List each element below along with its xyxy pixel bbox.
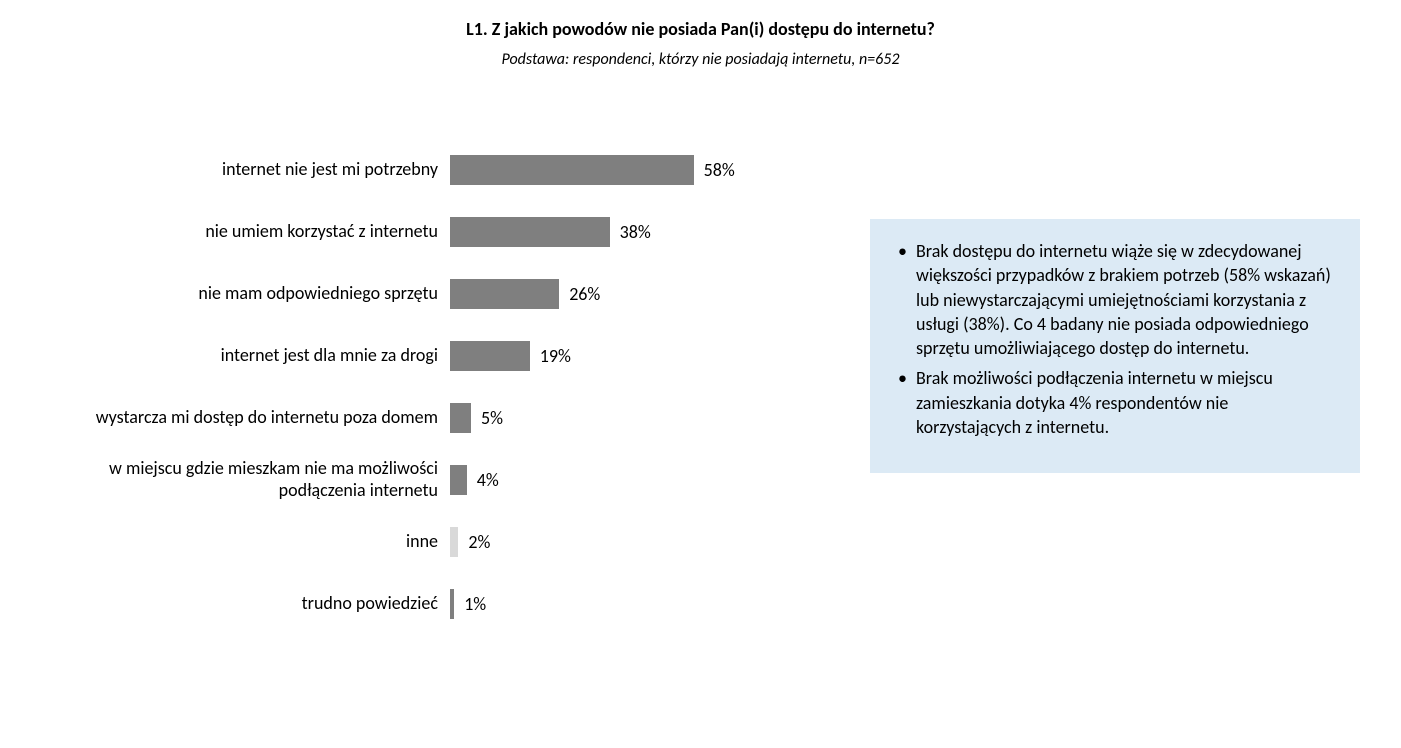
bar bbox=[450, 155, 694, 185]
bar-value: 38% bbox=[620, 221, 651, 243]
bar-value: 1% bbox=[464, 593, 486, 615]
bar bbox=[450, 403, 471, 433]
bar-container: 4% bbox=[450, 465, 810, 495]
commentary-list: Brak dostępu do internetu wiąże się w zd… bbox=[888, 239, 1332, 439]
bar-label: wystarcza mi dostęp do internetu poza do… bbox=[40, 407, 450, 429]
bar-container: 2% bbox=[450, 527, 810, 557]
chart-subtitle: Podstawa: respondenci, którzy nie posiad… bbox=[0, 50, 1401, 69]
bar bbox=[450, 341, 530, 371]
bar-value: 19% bbox=[540, 345, 571, 367]
bar-value: 26% bbox=[569, 283, 600, 305]
bar-row: internet nie jest mi potrzebny 58% bbox=[40, 139, 820, 201]
bar-label: nie umiem korzystać z internetu bbox=[40, 221, 450, 243]
content-area: internet nie jest mi potrzebny 58% nie u… bbox=[0, 69, 1401, 719]
bar bbox=[450, 217, 610, 247]
bar bbox=[450, 527, 458, 557]
commentary-item: Brak możliwości podłączenia internetu w … bbox=[888, 366, 1332, 439]
bar-container: 19% bbox=[450, 341, 810, 371]
bar-value: 4% bbox=[477, 469, 499, 491]
bar-row: trudno powiedzieć 1% bbox=[40, 573, 820, 635]
bar-value: 58% bbox=[704, 159, 735, 181]
bar-container: 1% bbox=[450, 589, 810, 619]
bar-label: internet nie jest mi potrzebny bbox=[40, 159, 450, 181]
bar-label: w miejscu gdzie mieszkam nie ma możliwoś… bbox=[40, 458, 450, 501]
bar-row: internet jest dla mnie za drogi 19% bbox=[40, 325, 820, 387]
bar-container: 26% bbox=[450, 279, 810, 309]
bar-label: internet jest dla mnie za drogi bbox=[40, 345, 450, 367]
chart-title: L1. Z jakich powodów nie posiada Pan(i) … bbox=[0, 0, 1401, 40]
bar bbox=[450, 279, 559, 309]
bar-value: 2% bbox=[468, 531, 490, 553]
bar-container: 38% bbox=[450, 217, 810, 247]
bar-row: wystarcza mi dostęp do internetu poza do… bbox=[40, 387, 820, 449]
bar bbox=[450, 465, 467, 495]
bar-row: nie mam odpowiedniego sprzętu 26% bbox=[40, 263, 820, 325]
bar-row: nie umiem korzystać z internetu 38% bbox=[40, 201, 820, 263]
bar-container: 5% bbox=[450, 403, 810, 433]
commentary-box: Brak dostępu do internetu wiąże się w zd… bbox=[870, 219, 1360, 473]
bar-label: inne bbox=[40, 531, 450, 553]
bar-value: 5% bbox=[481, 407, 503, 429]
bar-chart: internet nie jest mi potrzebny 58% nie u… bbox=[40, 139, 820, 635]
bar-row: inne 2% bbox=[40, 511, 820, 573]
bar bbox=[450, 589, 454, 619]
bar-label: nie mam odpowiedniego sprzętu bbox=[40, 283, 450, 305]
bar-row: w miejscu gdzie mieszkam nie ma możliwoś… bbox=[40, 449, 820, 511]
bar-container: 58% bbox=[450, 155, 810, 185]
bar-label: trudno powiedzieć bbox=[40, 593, 450, 615]
commentary-item: Brak dostępu do internetu wiąże się w zd… bbox=[888, 239, 1332, 360]
